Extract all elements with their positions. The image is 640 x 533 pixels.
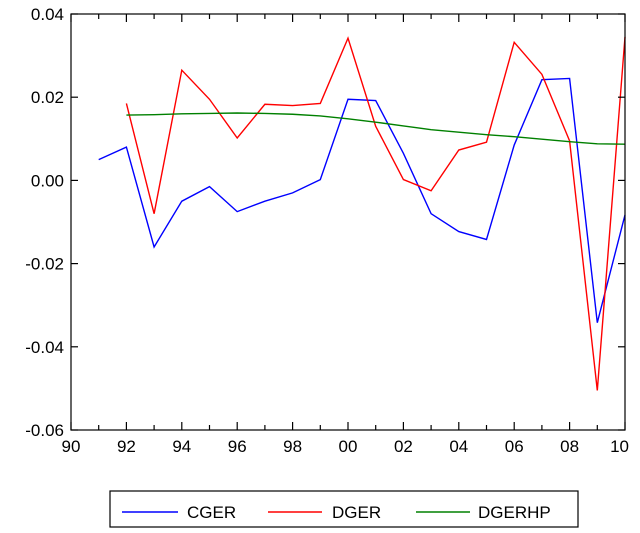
series-line-cger [98,77,626,323]
x-tick-label: 00 [339,437,358,456]
x-tick-label: 02 [394,437,413,456]
y-tick-label: -0.06 [25,421,64,440]
y-tick-label: 0.04 [31,5,64,24]
x-tick-label: 96 [228,437,247,456]
legend-box [109,490,579,528]
legend-label-dger: DGER [332,503,381,522]
series-line-dgerhp [126,112,626,145]
y-tick-label: -0.02 [25,255,64,274]
x-tick-label: 94 [172,437,191,456]
x-tick-label: 06 [505,437,524,456]
x-tick-label: 98 [283,437,302,456]
y-tick-label: 0.00 [31,171,64,190]
y-tick-label: 0.02 [31,88,64,107]
legend-label-dgerhp: DGERHP [478,503,551,522]
legend-label-cger: CGER [187,503,236,522]
x-tick-label: 90 [62,437,81,456]
x-tick-label: 04 [449,437,468,456]
x-tick-label: 10 [610,437,629,456]
y-tick-label: -0.04 [25,338,64,357]
plot-lines [98,36,626,391]
axis-ticks [70,13,626,431]
x-tick-label: 08 [560,437,579,456]
legend: CGER DGER DGERHP [109,490,579,528]
x-tick-label: 92 [117,437,136,456]
series-line-dger [125,36,626,391]
